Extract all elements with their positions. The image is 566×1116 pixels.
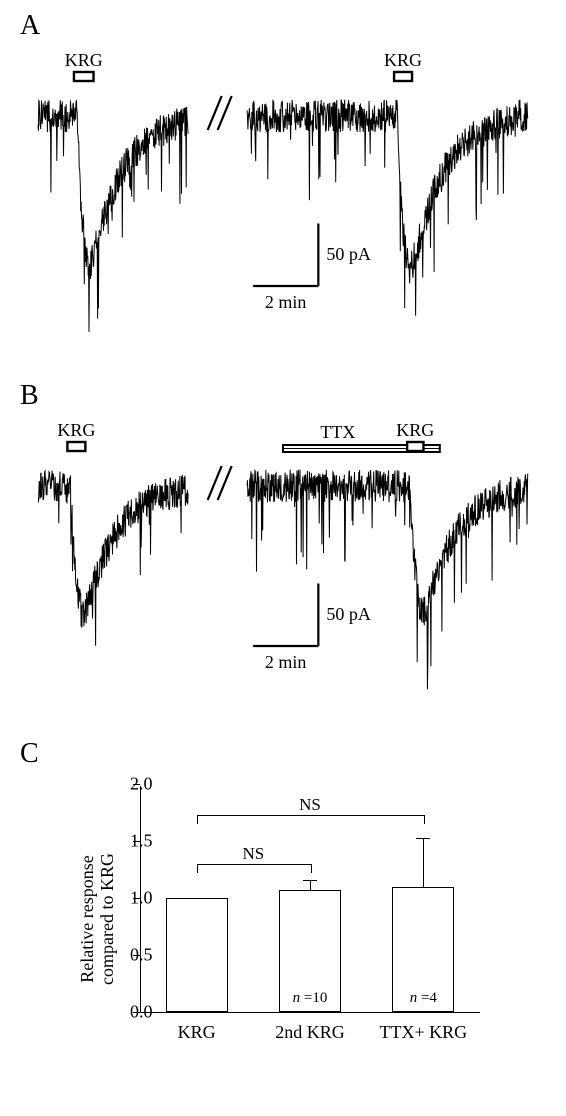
- panel-c: C Relative response compared to KRG 0.00…: [20, 738, 546, 1064]
- error-bar: [423, 838, 424, 887]
- svg-text:KRG: KRG: [57, 420, 95, 440]
- x-category-label: 2nd KRG: [275, 1022, 345, 1043]
- svg-text:2 min: 2 min: [265, 292, 307, 312]
- sig-bracket: [197, 864, 312, 873]
- n-label: n =4: [410, 990, 437, 1007]
- panel-b: B KRG TTX KRG 50 pA 2 min: [20, 380, 546, 730]
- svg-text:50 pA: 50 pA: [326, 604, 371, 624]
- svg-text:KRG: KRG: [65, 50, 103, 70]
- panel-b-label: B: [20, 380, 546, 412]
- y-axis-label-line2: compared to KRG: [98, 853, 118, 985]
- error-cap: [416, 838, 430, 839]
- x-category-label: KRG: [178, 1022, 216, 1043]
- svg-text:50 pA: 50 pA: [326, 244, 371, 264]
- svg-text:2 min: 2 min: [265, 652, 307, 672]
- error-cap: [303, 880, 317, 881]
- error-bar: [310, 880, 311, 890]
- panel-c-label: C: [20, 738, 546, 770]
- figure-page: A KRG KRG 50 pA 2 min B KRG TTX KRG 50 pA 2 min…: [0, 0, 566, 1116]
- n-label: n =10: [293, 990, 328, 1007]
- panel-a-trace: KRG KRG 50 pA 2 min: [28, 46, 538, 346]
- bar-0: [166, 898, 228, 1012]
- sig-bracket: [197, 815, 426, 824]
- panel-b-trace: KRG TTX KRG 50 pA 2 min: [28, 416, 538, 706]
- panel-c-chart: Relative response compared to KRG 0.00.5…: [80, 774, 500, 1064]
- svg-text:TTX: TTX: [320, 422, 355, 442]
- svg-text:KRG: KRG: [384, 50, 422, 70]
- sig-label: NS: [299, 795, 321, 815]
- svg-text:KRG: KRG: [396, 420, 434, 440]
- x-category-label: TTX+ KRG: [380, 1022, 468, 1043]
- y-axis-label-line1: Relative response: [78, 855, 98, 982]
- panel-a-label: A: [20, 10, 546, 42]
- panel-a: A KRG KRG 50 pA 2 min: [20, 10, 546, 370]
- sig-label: NS: [242, 844, 264, 864]
- y-axis-label: Relative response compared to KRG: [78, 853, 118, 985]
